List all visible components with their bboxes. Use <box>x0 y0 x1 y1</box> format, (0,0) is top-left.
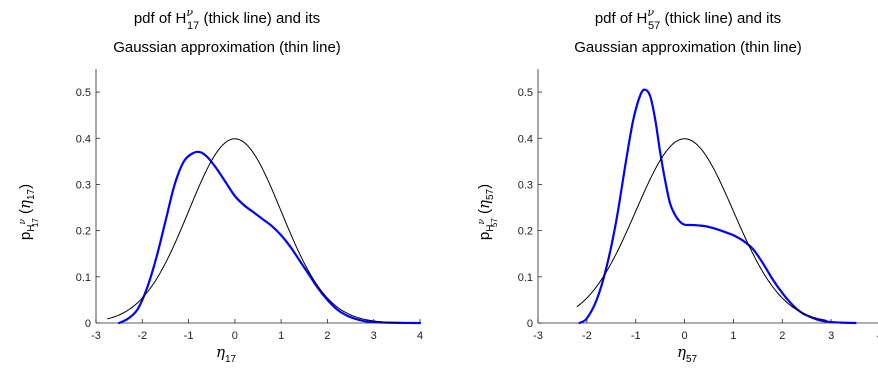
chart-left-y-tick-label: 0.3 <box>76 179 91 191</box>
chart-right: pdf of Hν 57 (thick line) and its Gaussia… <box>475 6 878 365</box>
chart-left-x-tick-label: 3 <box>371 330 377 342</box>
chart-right-title-line2: Gaussian approximation (thin line) <box>574 39 802 56</box>
chart-right-x-tick-label: 4 <box>877 330 878 342</box>
chart-right-ticks: -3 -2 -1 0 1 2 3 4 0 0.1 0.2 0.3 0.4 0.5 <box>518 87 878 342</box>
chart-right-y-tick-label: 0.4 <box>518 133 533 145</box>
chart-left-y-tick-label: 0 <box>85 318 91 330</box>
chart-left-x-tick-label: 4 <box>417 330 423 342</box>
chart-right-x-tick-label: 0 <box>682 330 688 342</box>
chart-right-x-tick-label: 1 <box>730 330 736 342</box>
chart-right-title-line1: pdf of Hν 57 (thick line) and its <box>595 6 781 32</box>
chart-left-x-tick-label: -1 <box>184 330 194 342</box>
chart-left-y-axis-label: pHν 17 (η17) <box>16 184 40 240</box>
chart-left-y-tick-label: 0.2 <box>76 226 91 238</box>
chart-left-y-tick-label: 0.4 <box>76 133 91 145</box>
chart-right-y-tick-label: 0 <box>527 318 533 330</box>
chart-right-y-tick-label: 0.1 <box>518 272 533 284</box>
chart-right-series <box>576 88 857 325</box>
chart-left-gaussian-line-thin <box>107 138 400 324</box>
chart-left-x-tick-label: -3 <box>91 330 101 342</box>
chart-right-y-tick-label: 0.3 <box>518 179 533 191</box>
chart-left-x-tick-label: 0 <box>232 330 238 342</box>
chart-left-axes <box>95 69 420 324</box>
chart-right-x-tick-label: -1 <box>631 330 641 342</box>
chart-left-x-tick-label: 2 <box>324 330 330 342</box>
chart-left: pdf of Hν 17 (thick line) and its Gaussia… <box>16 6 423 365</box>
chart-left-x-axis-label: η17 <box>216 343 237 365</box>
chart-left-title-line2: Gaussian approximation (thin line) <box>113 39 341 56</box>
chart-right-axes <box>537 69 878 324</box>
chart-right-x-tick-label: 2 <box>779 330 785 342</box>
chart-left-x-tick-label: -2 <box>137 330 147 342</box>
chart-right-gaussian-line-thin <box>576 138 827 321</box>
chart-left-title-line1: pdf of Hν 17 (thick line) and its <box>134 6 320 32</box>
chart-left-series <box>107 138 422 325</box>
chart-left-ticks: -3 -2 -1 0 1 2 3 4 0 0.1 0.2 0.3 0.4 0.5 <box>76 87 423 342</box>
chart-right-x-axis-label: η57 <box>677 343 698 365</box>
chart-right-x-tick-label: -3 <box>533 330 543 342</box>
chart-left-y-tick-label: 0.5 <box>76 87 91 99</box>
chart-left-pdf-line-thick <box>118 150 422 325</box>
chart-right-x-tick-label: -2 <box>582 330 592 342</box>
chart-right-y-axis-label: pHν 57 (η57) <box>475 184 499 240</box>
chart-left-y-tick-label: 0.1 <box>76 272 91 284</box>
chart-left-x-tick-label: 1 <box>278 330 284 342</box>
chart-right-y-tick-label: 0.2 <box>518 226 533 238</box>
chart-right-pdf-line-thick <box>578 88 857 325</box>
chart-right-x-tick-label: 3 <box>828 330 834 342</box>
chart-right-y-tick-label: 0.5 <box>518 87 533 99</box>
